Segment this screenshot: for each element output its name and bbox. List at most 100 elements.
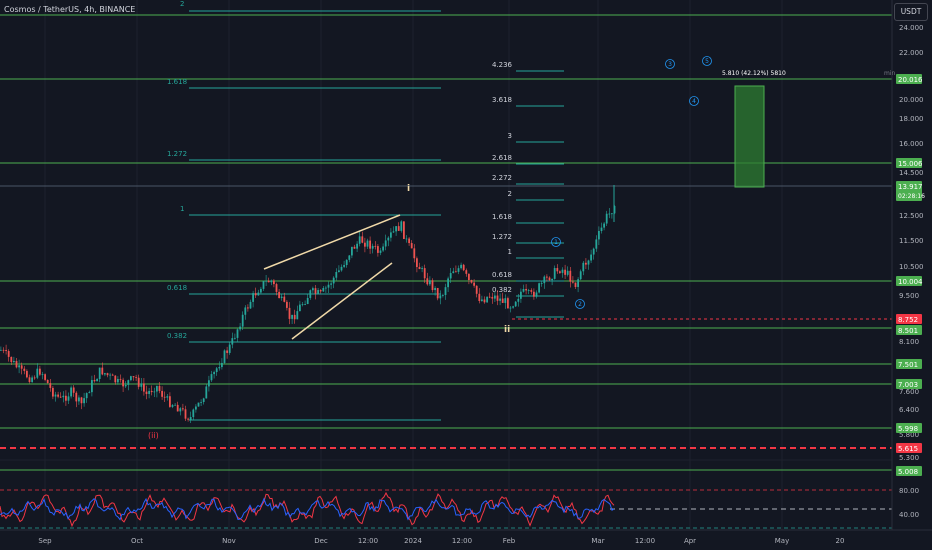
candle-body — [426, 278, 429, 285]
time-axis[interactable] — [0, 529, 932, 550]
candle-body — [132, 376, 135, 378]
candle-body — [301, 304, 304, 306]
candle-body — [78, 397, 80, 402]
candle-body — [192, 409, 195, 418]
price-badge — [896, 423, 922, 433]
elliott-wave-circles[interactable] — [551, 56, 712, 309]
candle-body — [470, 279, 473, 283]
candle-body — [166, 396, 169, 398]
price-badge — [896, 359, 922, 369]
candle-body — [273, 280, 275, 285]
candle-body — [551, 278, 553, 281]
fib-right-label: 4.236 — [492, 61, 513, 69]
time-tick: Feb — [503, 537, 516, 545]
price-badge-label: 5.008 — [898, 468, 918, 476]
long-position-tool[interactable] — [734, 85, 765, 188]
candle-body — [23, 368, 26, 371]
candle-body — [561, 269, 564, 273]
candle-body — [67, 396, 70, 401]
price-badge — [896, 74, 922, 84]
price-tick: 12.500 — [899, 212, 924, 220]
candle-body — [182, 408, 184, 410]
rsi-pane[interactable] — [0, 489, 892, 529]
candle-body — [382, 246, 384, 251]
candle-body — [0, 349, 2, 351]
candle-body — [507, 298, 509, 309]
time-tick: Mar — [591, 537, 604, 545]
price-badge-label: 20.016 — [898, 76, 923, 84]
fib-left-label: 1.618 — [167, 78, 187, 86]
candle-body — [392, 231, 395, 233]
candle-body — [340, 266, 343, 271]
symbol-title[interactable]: Cosmos / TetherUS, 4h, BINANCE — [4, 5, 136, 14]
price-badge-label: 7.501 — [898, 361, 918, 369]
candle-body — [400, 221, 403, 231]
price-tick: 8.100 — [899, 338, 919, 346]
candle-body — [179, 408, 182, 412]
candle-body — [72, 387, 75, 393]
candle-body — [348, 255, 351, 260]
candle-body — [413, 248, 416, 259]
candle-body — [187, 418, 189, 420]
fib-extension-right[interactable] — [516, 70, 564, 318]
candle-body — [101, 367, 104, 375]
fib-left-label: 2 — [180, 0, 184, 8]
candle-body — [75, 392, 78, 402]
candle-body — [54, 394, 57, 397]
candle-body — [358, 236, 361, 244]
candle-body — [416, 258, 418, 267]
candle-body — [374, 245, 377, 247]
price-axis[interactable] — [891, 0, 932, 550]
candle-body — [397, 226, 400, 231]
candle-body — [384, 240, 387, 247]
candle-body — [280, 296, 283, 299]
candle-body — [252, 293, 254, 302]
wave-label-ii-paren: (ii) — [148, 431, 159, 440]
candle-body — [590, 254, 592, 261]
fib-right-label: 2 — [508, 190, 512, 198]
candle-body — [455, 271, 457, 273]
fib-right-label: 3.618 — [492, 96, 512, 104]
time-tick: May — [775, 537, 789, 545]
fib-right-label: 1.618 — [492, 213, 512, 221]
candle-body — [228, 344, 231, 353]
fib-right-label: 0.618 — [492, 271, 512, 279]
candle-body — [44, 374, 46, 380]
rsi-line-blue — [0, 497, 615, 521]
candle-body — [527, 290, 530, 291]
candle-body — [213, 372, 215, 375]
candle-body — [257, 292, 260, 296]
wave-label-ii: ii — [504, 325, 510, 335]
candle-body — [49, 383, 52, 388]
rsi-tick: 40.00 — [899, 511, 919, 519]
horizontal-levels — [0, 14, 892, 471]
candle-body — [124, 384, 127, 387]
fib-extension-left[interactable] — [189, 10, 441, 421]
candle-body — [57, 394, 59, 397]
candle-body — [491, 296, 494, 299]
candle-body — [148, 390, 150, 394]
candle-body — [546, 276, 548, 278]
candle-body — [478, 293, 481, 302]
candle-body — [70, 387, 72, 397]
candle-body — [556, 268, 559, 272]
candle-body — [270, 280, 273, 283]
price-tick: 14.500 — [899, 169, 924, 177]
candle-body — [221, 362, 223, 368]
rising-wedge-channel[interactable] — [263, 214, 401, 340]
candlestick-series[interactable] — [0, 185, 616, 424]
candle-body — [10, 356, 13, 363]
candle-body — [574, 282, 577, 287]
candle-body — [200, 402, 202, 403]
candle-body — [533, 291, 535, 297]
candle-body — [540, 283, 543, 284]
wave-circle-3: 3 — [668, 61, 672, 68]
candle-body — [520, 291, 522, 299]
min-label: min — [884, 70, 896, 77]
price-tick: 10.500 — [899, 263, 924, 271]
candle-body — [418, 266, 421, 270]
candle-body — [26, 370, 28, 378]
currency-button[interactable]: USDT — [894, 3, 928, 21]
candle-body — [600, 227, 603, 231]
